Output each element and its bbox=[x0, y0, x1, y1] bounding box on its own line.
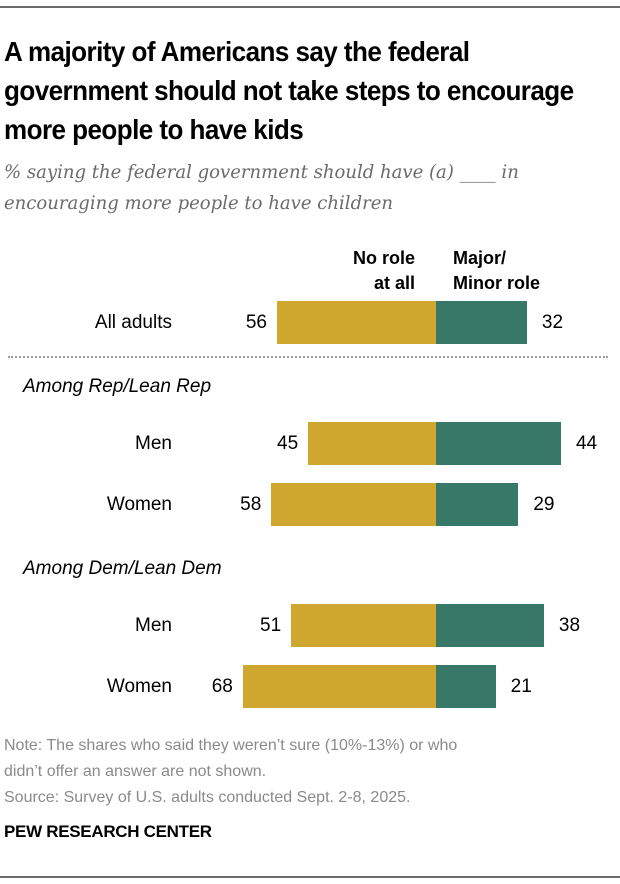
value-label-no-role: 68 bbox=[211, 676, 233, 697]
section-divider bbox=[8, 356, 608, 358]
note-line2: didn’t offer an answer are not shown. bbox=[4, 763, 267, 780]
value-label-no-role: 51 bbox=[260, 615, 282, 636]
footnote: Note: The shares who said they weren’t s… bbox=[4, 733, 614, 811]
row-label: Women bbox=[106, 494, 172, 515]
chart-subtitle: % saying the federal government should h… bbox=[4, 161, 519, 214]
value-label-role: 32 bbox=[541, 312, 564, 333]
row-label: Men bbox=[135, 433, 172, 454]
legend-no-role: No role at all bbox=[320, 246, 415, 296]
bar-no-role bbox=[291, 604, 436, 647]
legend-role: Major/ Minor role bbox=[453, 246, 593, 296]
value-label-role: 44 bbox=[575, 433, 598, 454]
value-label-no-role: 58 bbox=[240, 494, 262, 515]
bar-role bbox=[436, 483, 519, 526]
note-line1: Note: The shares who said they weren’t s… bbox=[4, 737, 458, 754]
row-label: Men bbox=[135, 615, 172, 636]
bar-no-role bbox=[271, 483, 436, 526]
value-label-role: 38 bbox=[558, 615, 581, 636]
top-rule bbox=[0, 6, 620, 8]
bar-no-role bbox=[276, 301, 436, 344]
chart-title: A majority of Americans say the federal … bbox=[4, 36, 574, 145]
value-label-role: 29 bbox=[533, 494, 555, 515]
source-line: Source: Survey of U.S. adults conducted … bbox=[4, 789, 411, 806]
value-label-role: 21 bbox=[510, 676, 532, 697]
group-label: Among Rep/Lean Rep bbox=[23, 376, 212, 397]
bar-role bbox=[436, 422, 561, 465]
group-label: Among Dem/Lean Dem bbox=[23, 558, 222, 579]
pew-brand: PEW RESEARCH CENTER bbox=[4, 822, 212, 841]
bar-role bbox=[436, 604, 544, 647]
bar-role bbox=[436, 665, 496, 708]
bar-no-role bbox=[308, 422, 436, 465]
legend-no-role-line1: No role bbox=[352, 248, 415, 268]
value-label-no-role: 56 bbox=[245, 312, 267, 333]
bar-no-role bbox=[242, 665, 436, 708]
row-label: Women bbox=[106, 676, 172, 697]
bar-role bbox=[436, 301, 527, 344]
bottom-rule bbox=[0, 876, 620, 878]
legend-role-line2: Minor role bbox=[453, 273, 541, 293]
value-label-no-role: 45 bbox=[277, 433, 299, 454]
legend-no-role-line2: at all bbox=[373, 273, 415, 293]
legend-role-line1: Major/ bbox=[453, 248, 507, 268]
row-label: All adults bbox=[94, 312, 172, 333]
